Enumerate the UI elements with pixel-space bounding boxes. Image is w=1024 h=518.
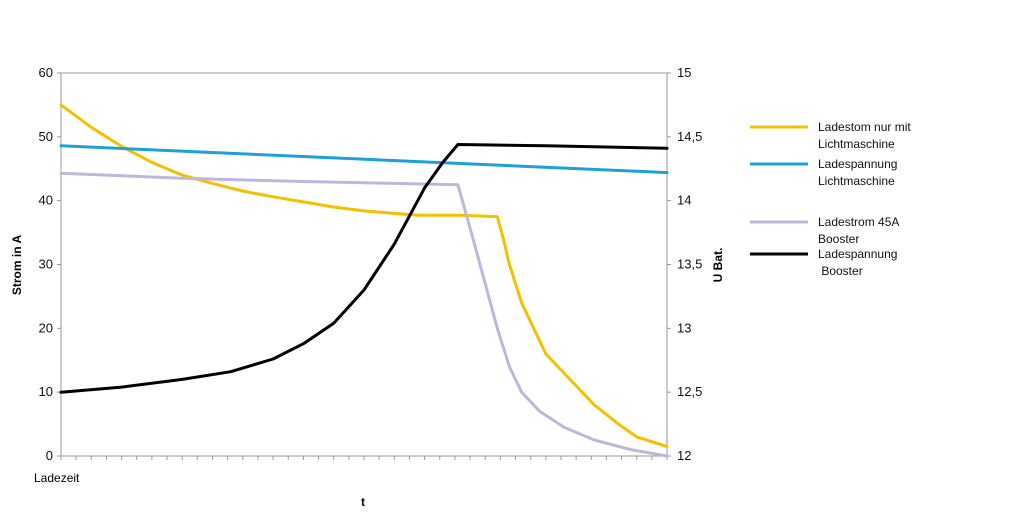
series-line-2 bbox=[59, 144, 669, 175]
y-axis-left-title: Strom in A bbox=[10, 235, 24, 296]
right-axis-ticks: 12 12,5 13 13,5 14 14,5 15 bbox=[667, 65, 702, 463]
x-axis-tick-label: Ladezeit bbox=[34, 471, 80, 485]
series-layer bbox=[59, 103, 669, 458]
right-axis-tick-label: 13,5 bbox=[677, 257, 702, 272]
left-axis-tick-label: 60 bbox=[39, 65, 53, 80]
legend-label-1: Ladestom nur mit Lichtmaschine bbox=[818, 120, 911, 151]
left-axis-tick-label: 10 bbox=[39, 384, 53, 399]
right-axis-tick-label: 14 bbox=[677, 193, 691, 208]
left-axis-tick-label: 40 bbox=[39, 193, 53, 208]
series-line-1 bbox=[59, 103, 669, 448]
right-axis-tick-label: 12 bbox=[677, 448, 691, 463]
legend-label-3: Ladestrom 45A Booster bbox=[818, 215, 899, 246]
legend: Ladestom nur mit Lichtmaschine Ladespannun… bbox=[750, 120, 911, 278]
left-axis-tick-label: 20 bbox=[39, 320, 53, 335]
left-axis-ticks: 0 10 20 30 40 50 60 bbox=[39, 65, 61, 463]
x-axis-title: t bbox=[361, 495, 365, 509]
right-axis-tick-label: 12,5 bbox=[677, 384, 702, 399]
legend-label-2: Ladespannung Lichtmaschine bbox=[818, 157, 897, 188]
left-axis-tick-label: 50 bbox=[39, 129, 53, 144]
right-axis-tick-label: 14,5 bbox=[677, 129, 702, 144]
legend-label-4: Ladespannung Booster bbox=[818, 247, 897, 278]
right-axis-tick-label: 13 bbox=[677, 320, 691, 335]
series-line-4 bbox=[59, 143, 669, 394]
left-axis-tick-label: 30 bbox=[39, 257, 53, 272]
right-axis-tick-label: 15 bbox=[677, 65, 691, 80]
left-axis-tick-label: 0 bbox=[46, 448, 53, 463]
y-axis-right-title: U Bat. bbox=[711, 248, 725, 283]
series-line-3 bbox=[59, 171, 669, 458]
x-axis-minor-ticks bbox=[60, 456, 668, 460]
